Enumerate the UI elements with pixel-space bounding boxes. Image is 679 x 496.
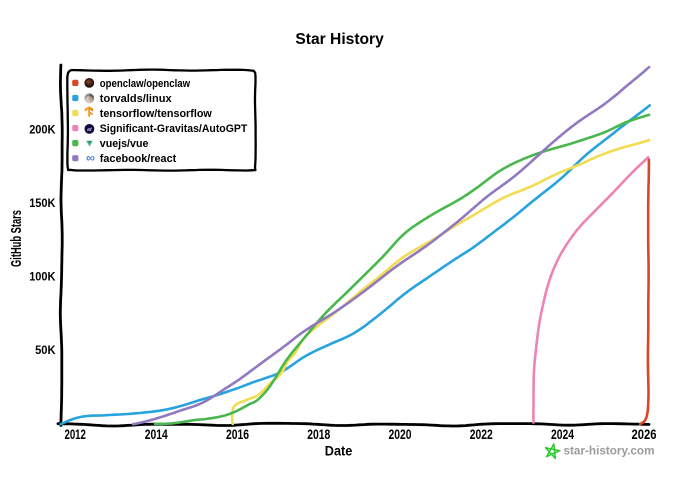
svg-text:Date: Date (325, 443, 353, 459)
svg-text:2016: 2016 (226, 426, 249, 442)
svg-text:tensorflow/tensorflow: tensorflow/tensorflow (100, 108, 212, 120)
svg-text:facebook/react: facebook/react (100, 153, 177, 165)
svg-text:2026: 2026 (632, 426, 657, 442)
svg-text:Star History: Star History (295, 31, 384, 48)
svg-text:openclaw/openclaw: openclaw/openclaw (100, 78, 191, 90)
svg-text:star-history.com: star-history.com (564, 445, 655, 457)
svg-text:GitHub Stars: GitHub Stars (8, 210, 25, 267)
svg-text:torvalds/linux: torvalds/linux (100, 93, 173, 105)
svg-text:100K: 100K (29, 270, 56, 284)
svg-text:at: at (87, 127, 92, 133)
svg-text:2024: 2024 (551, 426, 574, 442)
svg-text:2020: 2020 (389, 426, 412, 442)
svg-text:2022: 2022 (470, 426, 493, 442)
svg-text:Significant-Gravitas/AutoGPT: Significant-Gravitas/AutoGPT (100, 123, 248, 135)
svg-text:vuejs/vue: vuejs/vue (100, 138, 149, 150)
svg-text:150K: 150K (29, 196, 56, 210)
svg-text:2018: 2018 (307, 426, 330, 442)
svg-text:2014: 2014 (145, 426, 168, 442)
svg-text:2012: 2012 (64, 426, 86, 442)
svg-text:50K: 50K (35, 343, 56, 357)
svg-text:∞: ∞ (86, 151, 95, 165)
svg-text:200K: 200K (29, 123, 56, 137)
